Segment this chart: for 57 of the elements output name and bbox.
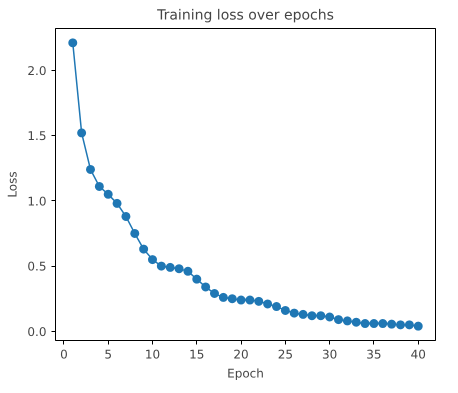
point — [183, 266, 192, 276]
point — [272, 302, 281, 312]
point — [218, 292, 228, 302]
point — [307, 311, 316, 320]
point — [68, 38, 78, 48]
point — [342, 316, 352, 326]
point — [130, 228, 140, 238]
point — [254, 296, 264, 306]
point — [263, 299, 272, 308]
y-tick-label: 2.0 — [27, 64, 47, 78]
x-tick-label: 30 — [322, 348, 338, 362]
x-tick-label: 35 — [366, 348, 382, 362]
point — [325, 312, 334, 322]
y-tick-label: 1.0 — [27, 194, 47, 208]
point — [245, 296, 254, 305]
point — [369, 319, 378, 328]
x-tick-label: 5 — [104, 348, 112, 362]
point — [166, 262, 175, 272]
y-tick-label: 0.0 — [27, 324, 47, 339]
point — [414, 322, 423, 331]
point — [121, 212, 130, 221]
point — [192, 274, 202, 284]
point — [387, 320, 396, 329]
x-axis-title: Epoch — [227, 366, 264, 380]
x-tick-label: 40 — [410, 348, 426, 362]
y-axis-title: Loss — [5, 171, 20, 198]
x-tick-label: 20 — [233, 348, 249, 362]
point — [334, 315, 344, 324]
point — [112, 198, 122, 208]
point — [404, 320, 414, 330]
point — [316, 311, 326, 320]
x-tick-label: 0 — [60, 348, 68, 362]
x-tick-label: 15 — [189, 348, 204, 362]
point — [280, 306, 290, 315]
point — [298, 310, 308, 319]
point — [139, 244, 148, 254]
point — [174, 264, 184, 274]
point — [360, 319, 370, 328]
point — [352, 318, 361, 327]
point — [228, 294, 237, 304]
chart-title: Training loss over epochs — [156, 8, 334, 24]
point — [201, 282, 210, 292]
point — [378, 319, 388, 328]
point — [236, 296, 246, 305]
point — [148, 255, 157, 264]
y-tick-label: 0.5 — [27, 260, 47, 274]
point — [94, 182, 104, 191]
y-tick-label: 1.5 — [27, 129, 47, 144]
point — [156, 262, 166, 271]
point — [86, 164, 95, 174]
x-tick-label: 25 — [278, 348, 294, 362]
x-tick-label: 10 — [144, 348, 160, 362]
point — [77, 128, 86, 138]
point — [396, 320, 406, 330]
point — [104, 190, 113, 199]
point — [210, 289, 219, 298]
point — [290, 308, 299, 318]
